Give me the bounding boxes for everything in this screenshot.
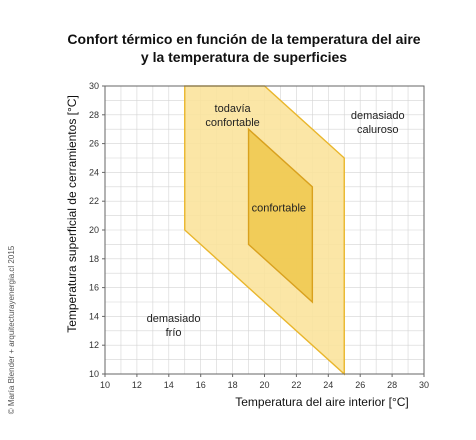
x-tick-label: 22 <box>291 380 301 390</box>
x-tick-label: 12 <box>132 380 142 390</box>
x-tick-label: 16 <box>196 380 206 390</box>
x-tick-label: 20 <box>259 380 269 390</box>
y-tick-label: 14 <box>89 311 99 321</box>
regions <box>184 85 345 376</box>
y-tick-label: 10 <box>89 369 99 379</box>
y-tick-label: 20 <box>89 225 99 235</box>
plot-frame <box>102 85 425 377</box>
y-tick-label: 18 <box>89 254 99 264</box>
y-tick-label: 22 <box>89 196 99 206</box>
x-tick-label: 14 <box>164 380 174 390</box>
label-todavia-confortable: todavía <box>215 103 252 115</box>
y-tick-label: 26 <box>89 139 99 149</box>
region-labels: todavía confortable confortable demasiado ca… <box>147 103 405 339</box>
x-tick-label: 18 <box>228 380 238 390</box>
chart-title-line-2: y la temperatura de superficies <box>141 49 347 65</box>
x-axis-label: Temperatura del aire interior [°C] <box>235 395 409 409</box>
label-demasiado-caluroso: demasiado <box>351 110 405 122</box>
y-tick-label: 12 <box>89 340 99 350</box>
y-axis-label: Temperatura superficial de cerramientos … <box>65 95 79 333</box>
x-tick-label: 24 <box>323 380 333 390</box>
label-confortable: confortable <box>252 202 306 214</box>
y-tick-label: 16 <box>89 283 99 293</box>
chart-title-line-1: Confort térmico en función de la tempera… <box>67 31 420 47</box>
label-demasiado-frio: demasiado <box>147 313 201 325</box>
tick-labels: 10 12 14 16 18 20 22 24 26 28 30 10 12 14 16 18 20 22 24 26… <box>89 81 429 390</box>
y-tick-label: 24 <box>89 167 99 177</box>
label-demasiado-caluroso: caluroso <box>357 124 399 136</box>
credit-text: © María Blender + arquitecturayenergia.c… <box>7 245 16 414</box>
x-tick-label: 30 <box>419 380 429 390</box>
label-demasiado-frio: frío <box>166 327 182 339</box>
x-tick-label: 10 <box>100 380 110 390</box>
x-tick-label: 28 <box>387 380 397 390</box>
region-confortable <box>247 127 314 304</box>
y-tick-label: 28 <box>89 110 99 120</box>
x-tick-label: 26 <box>355 380 365 390</box>
label-todavia-confortable: confortable <box>205 117 259 129</box>
y-tick-label: 30 <box>89 81 99 91</box>
